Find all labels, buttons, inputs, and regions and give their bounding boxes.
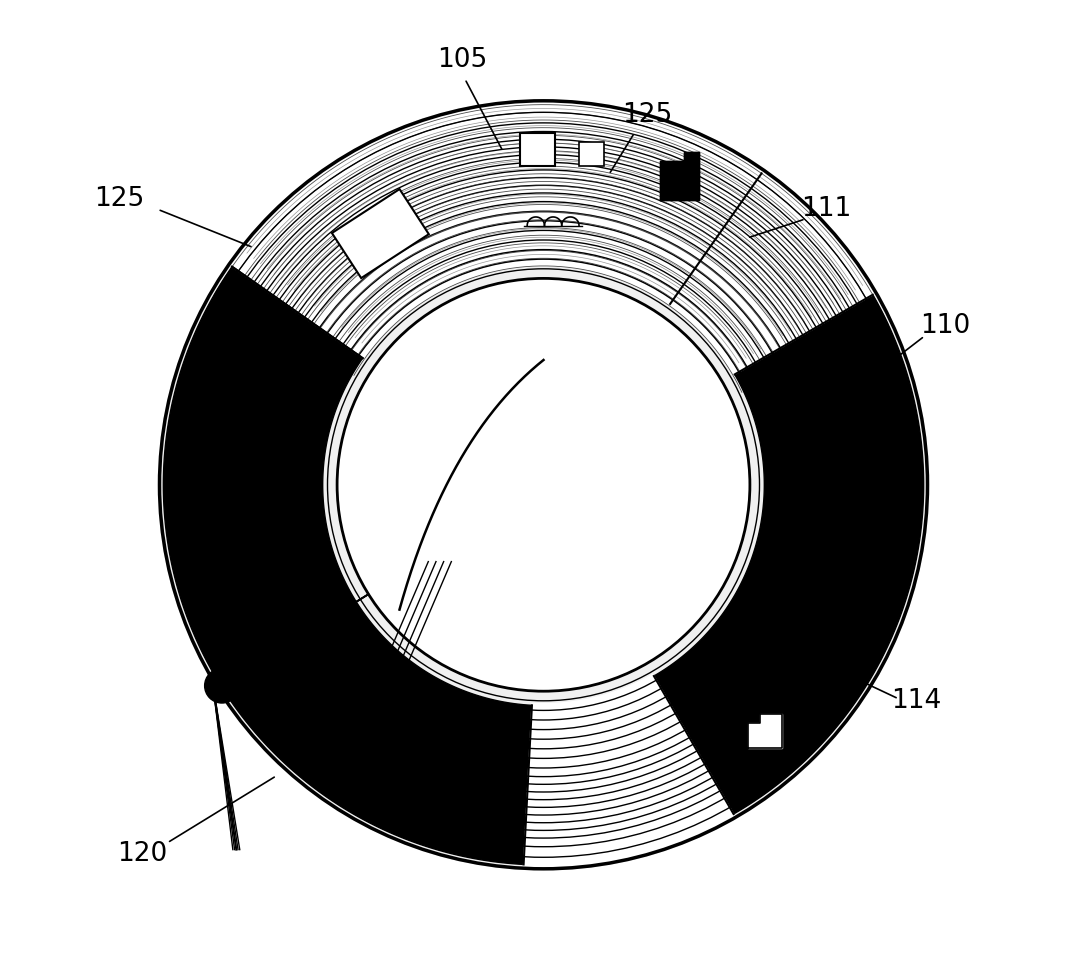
Polygon shape <box>524 674 735 867</box>
Text: 111: 111 <box>801 196 852 223</box>
Circle shape <box>204 668 239 703</box>
Polygon shape <box>654 174 924 814</box>
Text: 110: 110 <box>920 313 970 340</box>
Text: 125: 125 <box>95 185 145 212</box>
Polygon shape <box>160 101 927 869</box>
Circle shape <box>339 280 748 689</box>
Text: 114: 114 <box>891 687 941 714</box>
Polygon shape <box>230 103 874 375</box>
Bar <box>332 189 429 278</box>
Text: 120: 120 <box>117 841 167 868</box>
Bar <box>521 132 554 166</box>
Text: 125: 125 <box>622 102 672 129</box>
Polygon shape <box>748 713 783 748</box>
Text: 105: 105 <box>437 46 487 73</box>
Polygon shape <box>159 100 928 870</box>
Polygon shape <box>661 152 699 200</box>
Polygon shape <box>163 267 532 864</box>
Bar <box>579 141 603 165</box>
